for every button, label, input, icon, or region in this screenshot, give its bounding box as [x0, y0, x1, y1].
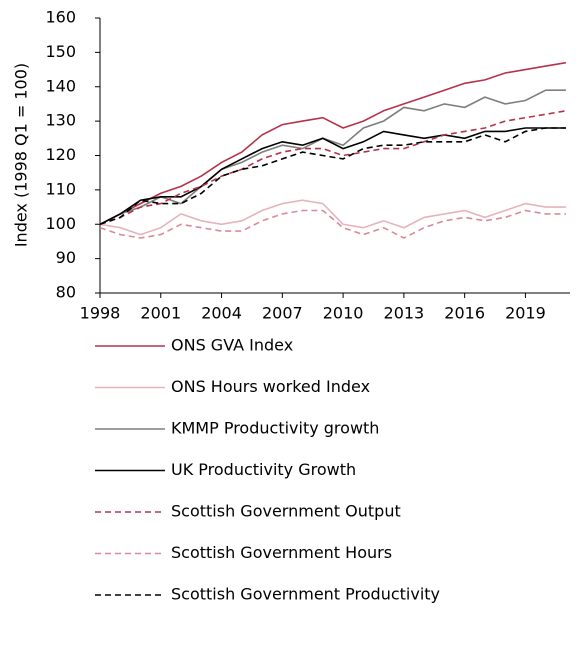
legend-label: KMMP Productivity growth	[171, 419, 379, 438]
y-tick-label: 140	[45, 76, 76, 95]
series-line	[99, 61, 567, 226]
series-line	[99, 199, 566, 236]
y-tick-label: 130	[45, 111, 76, 130]
x-tick-label: 2013	[384, 304, 425, 323]
series-line	[99, 209, 566, 239]
y-tick-label: 150	[45, 42, 76, 61]
series-line	[99, 89, 566, 226]
x-tick-label: 2001	[140, 304, 181, 323]
series-line	[99, 127, 566, 226]
y-tick-label: 100	[45, 214, 76, 233]
legend-label: UK Productivity Growth	[171, 460, 356, 479]
legend-label: ONS Hours worked Index	[171, 377, 370, 396]
legend-label: Scottish Government Output	[171, 502, 401, 521]
x-tick-label: 2004	[201, 304, 242, 323]
series-line	[99, 127, 566, 226]
legend-label: Scottish Government Hours	[171, 543, 392, 562]
legend-label: Scottish Government Productivity	[171, 585, 440, 604]
y-tick-label: 80	[56, 283, 76, 302]
x-tick-label: 2010	[323, 304, 364, 323]
x-tick-label: 1998	[80, 304, 121, 323]
y-tick-label: 160	[45, 8, 76, 27]
x-tick-label: 2016	[444, 304, 485, 323]
y-axis-label: Index (1998 Q1 = 100)	[12, 63, 31, 247]
x-tick-label: 2019	[505, 304, 546, 323]
y-tick-label: 90	[56, 248, 76, 267]
series-line	[99, 110, 567, 226]
y-tick-label: 110	[45, 179, 76, 198]
y-tick-label: 120	[45, 145, 76, 164]
legend-label: ONS GVA Index	[171, 336, 293, 355]
x-tick-label: 2007	[262, 304, 303, 323]
